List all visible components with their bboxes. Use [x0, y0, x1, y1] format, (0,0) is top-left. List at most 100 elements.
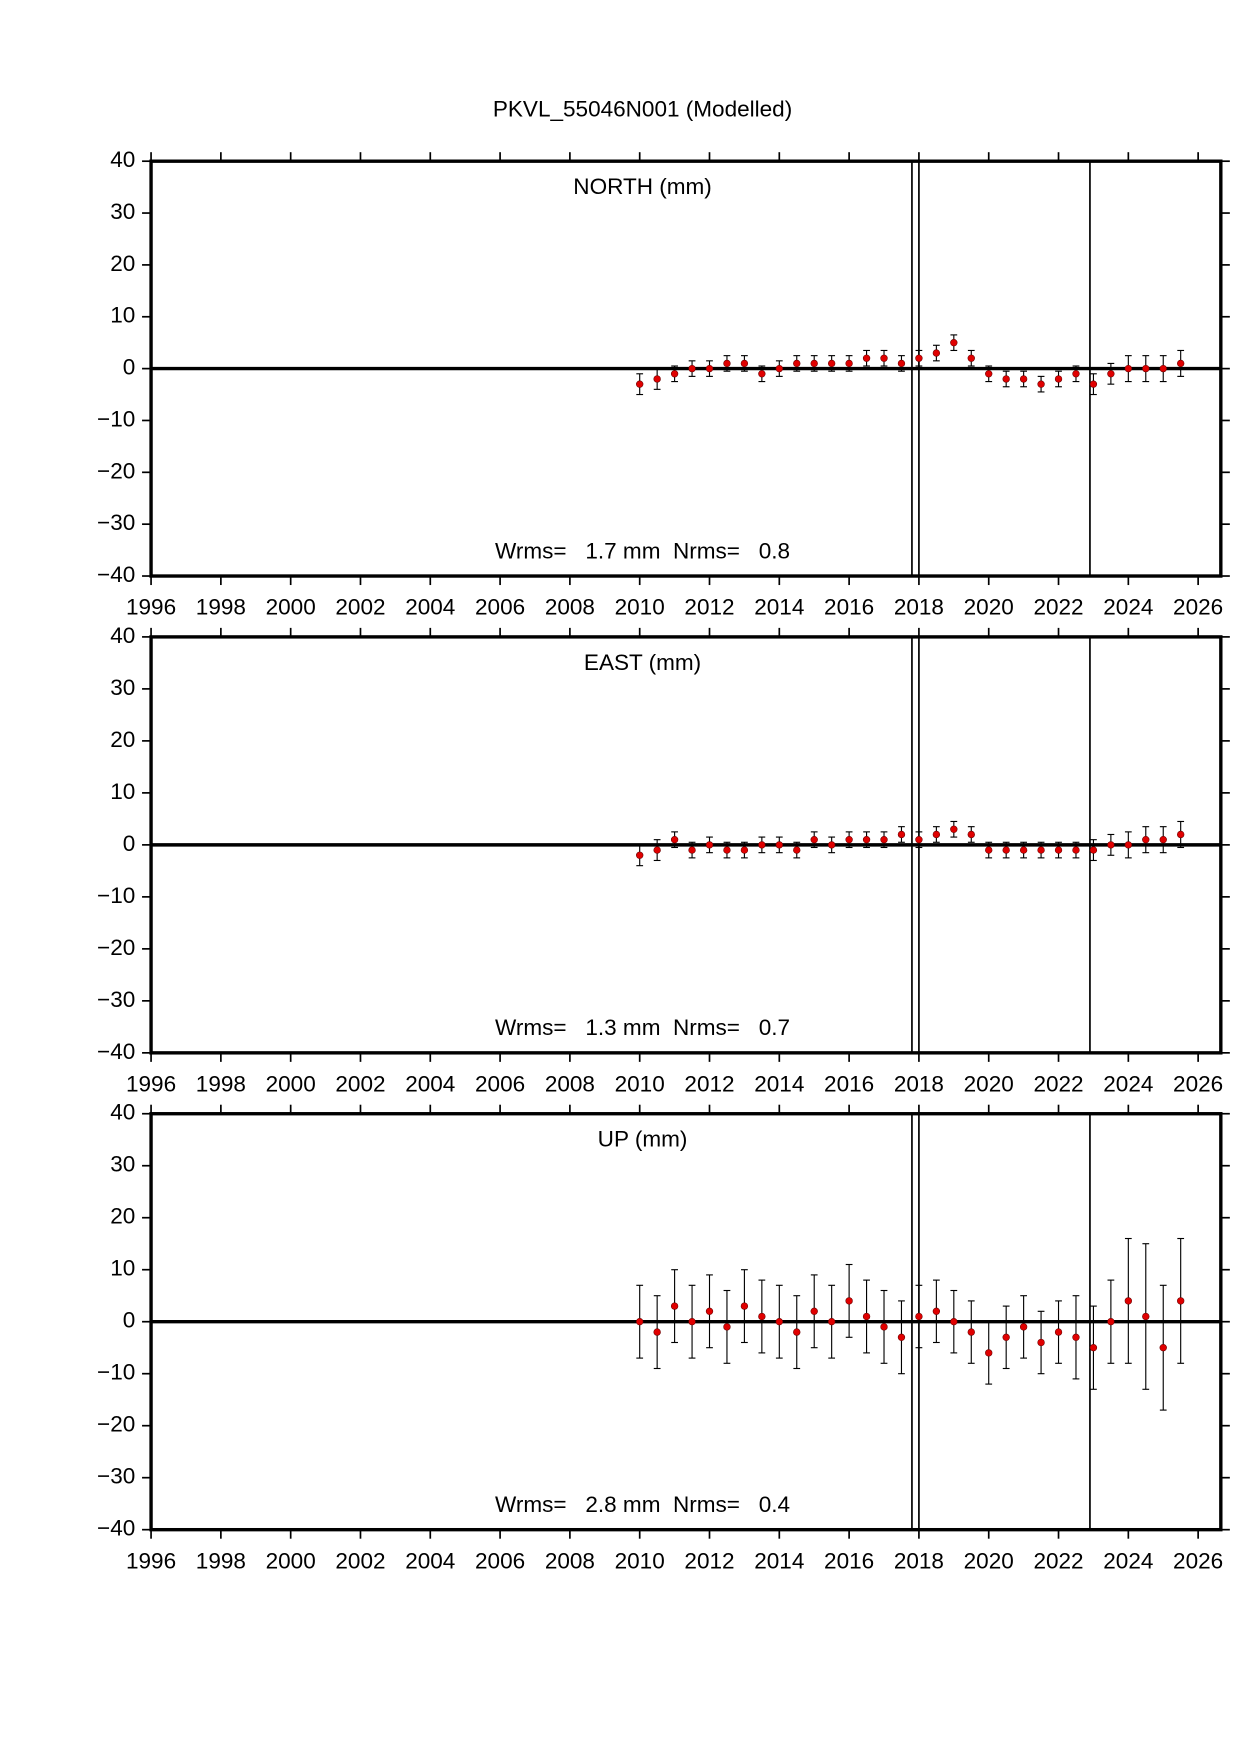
y-tick-label: −20	[97, 1412, 135, 1437]
x-tick-label: 2014	[754, 595, 804, 620]
x-tick-label: 2022	[1033, 1548, 1083, 1573]
x-tick-label: 2020	[964, 595, 1014, 620]
panel-label: NORTH (mm)	[573, 174, 712, 199]
stats-annotation: Wrms= 2.8 mm Nrms= 0.4	[495, 1492, 790, 1517]
x-tick-label: 2016	[824, 595, 874, 620]
x-tick-label: 2002	[335, 595, 385, 620]
data-point	[915, 836, 923, 844]
data-point	[705, 841, 714, 849]
data-point	[897, 1333, 906, 1341]
x-tick-label: 2022	[1033, 595, 1083, 620]
data-point	[740, 359, 749, 368]
data-point	[775, 364, 783, 373]
y-tick-label: −10	[97, 883, 135, 908]
plot-frame	[149, 1112, 1223, 1532]
data-point	[688, 846, 696, 854]
y-tick-label: −40	[97, 1516, 135, 1541]
data-point	[636, 1318, 644, 1326]
data-point	[810, 1307, 818, 1315]
x-tick-label: 2006	[475, 1071, 525, 1096]
x-tick-label: 2012	[684, 1071, 734, 1096]
x-tick-label: 2004	[405, 1071, 455, 1096]
data-point	[670, 836, 679, 844]
data-point	[1142, 1312, 1150, 1321]
x-tick-label: 2018	[894, 1548, 944, 1573]
x-tick-label: 2012	[684, 595, 734, 620]
data-point	[967, 354, 975, 362]
data-point	[740, 1302, 749, 1310]
x-tick-label: 2026	[1173, 1548, 1223, 1573]
data-point	[1089, 846, 1098, 854]
data-point	[862, 354, 871, 362]
x-tick-label: 2016	[824, 1548, 874, 1573]
data-point	[827, 359, 836, 368]
data-point	[880, 836, 888, 844]
stats-annotation: Wrms= 1.7 mm Nrms= 0.8	[495, 538, 790, 563]
y-tick-label: −10	[97, 406, 135, 431]
x-tick-label: 2006	[475, 595, 525, 620]
y-tick-label: 10	[110, 1256, 135, 1281]
x-tick-label: 2024	[1103, 1548, 1153, 1573]
x-tick-label: 2026	[1173, 1071, 1223, 1096]
y-tick-label: 0	[123, 1308, 136, 1333]
y-tick-label: 40	[110, 623, 135, 648]
x-tick-label: 2026	[1173, 595, 1223, 620]
y-tick-label: −10	[97, 1360, 135, 1385]
data-point	[932, 830, 941, 839]
data-point	[793, 1328, 801, 1336]
data-point	[810, 836, 818, 844]
data-point	[967, 830, 975, 839]
data-point	[1037, 380, 1045, 388]
data-point	[1089, 380, 1098, 388]
data-point	[950, 1318, 958, 1326]
y-tick-label: −30	[97, 1464, 135, 1489]
data-point	[897, 830, 906, 839]
data-point	[845, 836, 853, 844]
x-tick-label: 2010	[615, 1071, 665, 1096]
data-point	[932, 1307, 941, 1315]
data-point	[1037, 1338, 1045, 1347]
data-point	[1002, 846, 1010, 854]
data-point	[1107, 370, 1115, 378]
data-point	[723, 359, 731, 368]
y-tick-label: 40	[110, 1100, 135, 1125]
data-point	[827, 841, 836, 849]
x-tick-label: 2020	[964, 1548, 1014, 1573]
data-point	[915, 354, 923, 362]
data-point	[1072, 846, 1080, 854]
data-point	[688, 1318, 696, 1326]
y-tick-label: −30	[97, 510, 135, 535]
data-point	[793, 359, 801, 368]
x-tick-label: 2020	[964, 1071, 1014, 1096]
data-point	[1177, 1297, 1185, 1305]
x-tick-label: 2010	[615, 595, 665, 620]
data-point	[1142, 364, 1150, 373]
data-point	[636, 380, 644, 388]
data-point	[1054, 1328, 1063, 1336]
y-tick-label: 0	[123, 355, 136, 380]
data-point	[827, 1318, 836, 1326]
data-point	[845, 359, 853, 368]
data-point	[862, 836, 871, 844]
data-point	[862, 1312, 871, 1321]
data-point	[1124, 1297, 1132, 1305]
data-point	[1054, 375, 1063, 383]
x-tick-label: 2024	[1103, 595, 1153, 620]
y-tick-label: −20	[97, 458, 135, 483]
data-point	[880, 1323, 888, 1331]
data-point	[950, 339, 958, 347]
x-tick-label: 2000	[266, 1071, 316, 1096]
data-point	[880, 354, 888, 362]
data-point	[653, 1328, 661, 1336]
plot-frame	[149, 635, 1223, 1055]
x-tick-label: 1996	[126, 1548, 176, 1573]
y-tick-label: 20	[110, 727, 135, 752]
data-point	[1177, 359, 1185, 368]
x-tick-label: 2024	[1103, 1071, 1153, 1096]
x-tick-label: 2002	[335, 1548, 385, 1573]
data-point	[950, 825, 958, 833]
stats-annotation: Wrms= 1.3 mm Nrms= 0.7	[495, 1015, 790, 1040]
data-point	[967, 1328, 975, 1336]
x-tick-label: 2008	[545, 1548, 595, 1573]
x-tick-label: 1998	[196, 595, 246, 620]
